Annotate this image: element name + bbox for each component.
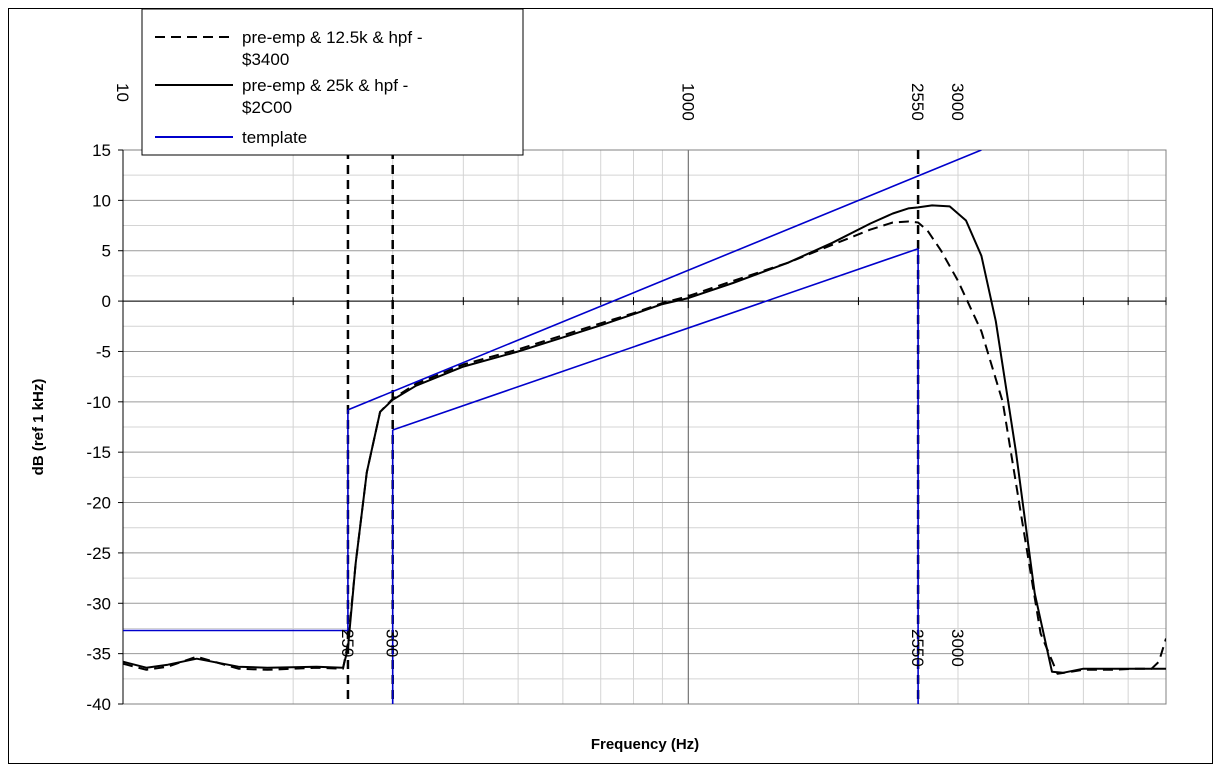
y-tick-label: -5	[96, 342, 111, 361]
top-marker-label: 2550	[908, 83, 927, 121]
chart-frame: 15 10 5 0 -5 -10 -15 -20 -25 -30 -35 -40 10 250 300 10…	[8, 8, 1213, 764]
bottom-marker-label: 300	[383, 629, 402, 657]
series-line-2	[123, 204, 1166, 674]
minor-gridlines	[123, 150, 1166, 704]
y-tick-label: -10	[86, 393, 111, 412]
top-marker-label: 1000	[678, 83, 697, 121]
series-line-1	[123, 220, 1166, 675]
legend-label-1: pre-emp & 12.5k & hpf -$3400	[242, 28, 422, 69]
bottom-marker-label: 250	[338, 629, 357, 657]
top-marker-label: 3000	[948, 83, 967, 121]
y-tick-label: 5	[102, 242, 111, 261]
bottom-marker-label: 2550	[908, 629, 927, 667]
y-tick-labels: 15 10 5 0 -5 -10 -15 -20 -25 -30 -35 -40	[86, 141, 111, 714]
x-axis-label: Frequency (Hz)	[591, 736, 699, 753]
y-tick-label: -35	[86, 645, 111, 664]
y-tick-label: -30	[86, 594, 111, 613]
frequency-response-chart: 15 10 5 0 -5 -10 -15 -20 -25 -30 -35 -40 10 250 300 10…	[30, 9, 1167, 753]
legend-label-3: template	[242, 128, 307, 147]
legend: pre-emp & 12.5k & hpf -$3400 pre-emp & 25…	[141, 9, 524, 156]
legend-box	[141, 9, 524, 156]
legend-label-2: pre-emp & 25k & hpf -$2C00	[242, 76, 408, 117]
y-axis-label: dB (ref 1 kHz)	[30, 379, 47, 476]
top-marker-label: 10	[113, 83, 132, 102]
bottom-marker-labels: 250 300 2550 3000	[338, 629, 967, 667]
y-tick-label: -25	[86, 544, 111, 563]
series-line-3	[347, 150, 982, 411]
y-tick-label: 10	[92, 191, 111, 210]
y-tick-label: -15	[86, 443, 111, 462]
bottom-marker-label: 3000	[948, 629, 967, 667]
y-tick-label: -40	[86, 695, 111, 714]
series-lines	[123, 150, 1166, 704]
y-tick-label: 15	[92, 141, 111, 160]
y-tick-label: -20	[86, 494, 111, 513]
series-line-3	[392, 247, 919, 431]
y-tick-label: 0	[102, 292, 111, 311]
